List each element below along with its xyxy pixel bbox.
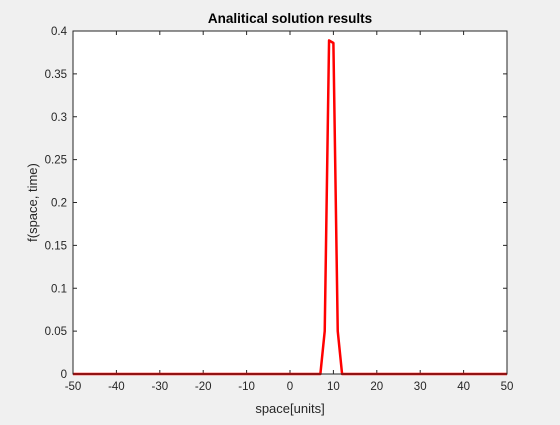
x-tick-label: 20 <box>370 381 383 393</box>
x-tick-label: 30 <box>414 381 427 393</box>
x-tick-label: -30 <box>151 381 168 393</box>
x-tick-label: -20 <box>195 381 212 393</box>
y-tick-label: 0.05 <box>45 326 67 338</box>
x-axis-label: space[units] <box>255 401 324 416</box>
x-tick-label: 40 <box>457 381 470 393</box>
plot-area <box>73 31 507 374</box>
chart-title: Analitical solution results <box>208 11 372 26</box>
y-tick-label: 0.1 <box>51 283 67 295</box>
x-tick-label: 10 <box>327 381 340 393</box>
x-tick-label: -40 <box>108 381 125 393</box>
x-tick-label: -10 <box>238 381 255 393</box>
y-tick-label: 0.3 <box>51 112 67 124</box>
x-tick-label: 50 <box>501 381 514 393</box>
x-tick-label: -50 <box>65 381 82 393</box>
x-tick-label: 0 <box>287 381 293 393</box>
y-tick-label: 0.15 <box>45 240 67 252</box>
y-tick-label: 0.25 <box>45 155 67 167</box>
y-axis-label: f(space, time) <box>25 163 40 242</box>
y-tick-label: 0.2 <box>51 198 67 210</box>
y-tick-label: 0.4 <box>51 26 68 38</box>
y-tick-label: 0.35 <box>45 69 67 81</box>
y-tick-label: 0 <box>61 369 67 381</box>
